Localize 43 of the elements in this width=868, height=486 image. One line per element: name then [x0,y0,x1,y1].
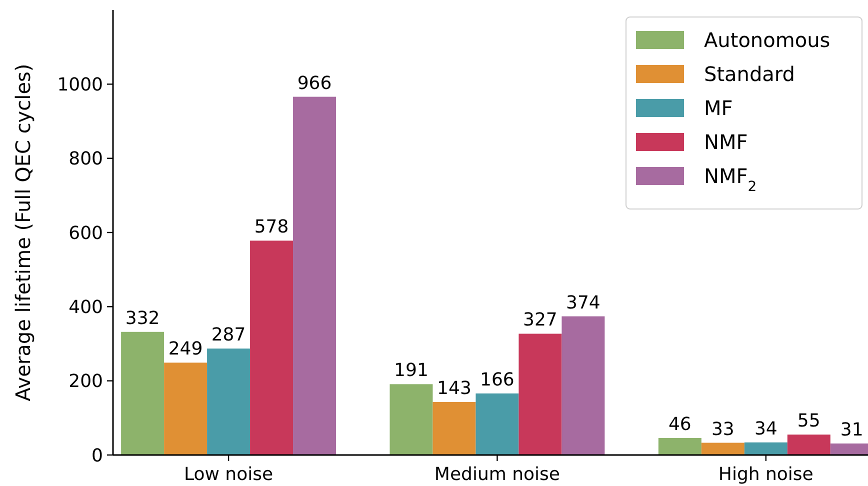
legend-label: NMF$_{2}$ [704,164,757,195]
bar [207,348,250,455]
data-label: 191 [394,360,428,382]
bar [250,240,294,455]
legend-label: Autonomous [704,28,830,52]
legend-label: NMF [704,130,748,154]
legend-label: MF [704,96,733,120]
data-label: 166 [480,369,514,390]
data-label: 34 [754,418,778,440]
y-tick-label: 600 [68,222,103,244]
y-axis-title: Average lifetime (Full QEC cycles) [11,64,35,402]
data-label: 249 [168,338,203,360]
bar [562,316,605,455]
data-label: 374 [566,292,600,314]
bar [701,442,744,455]
y-tick-label: 0 [92,445,103,466]
bar [293,96,336,455]
y-tick-label: 400 [68,296,103,318]
data-label: 31 [840,420,864,441]
bar [121,332,164,455]
legend-label: Standard [704,62,795,86]
x-tick-label: Low noise [184,464,274,485]
data-label: 143 [437,378,472,399]
data-label: 46 [668,414,692,435]
bar [164,362,208,455]
bar [390,384,433,455]
bar [432,402,476,455]
y-tick-label: 800 [68,148,103,170]
bar [658,438,702,455]
x-tick-label: Medium noise [434,464,560,485]
data-label: 578 [254,216,289,238]
x-tick-label: High noise [718,464,814,485]
bar [518,334,562,455]
data-label: 327 [523,310,558,331]
bar [476,393,519,455]
data-label: 33 [711,418,734,440]
y-tick-label: 200 [68,371,103,392]
data-label: 966 [297,72,332,94]
data-label: 287 [211,324,246,346]
bar [744,442,788,455]
data-label: 332 [125,308,160,329]
y-tick-label: 1000 [57,74,103,96]
data-label: 55 [797,410,820,432]
